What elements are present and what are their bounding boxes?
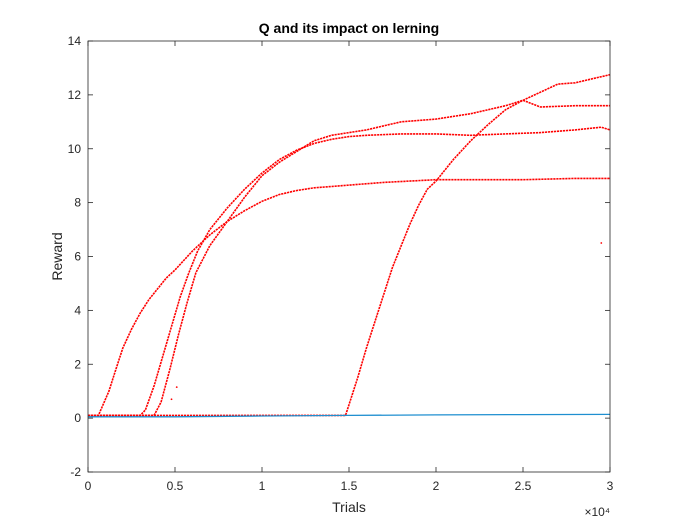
x-axis-label: Trials: [332, 499, 366, 515]
x-tick-label: 0: [85, 479, 92, 493]
x-tick-label: 0.5: [167, 479, 184, 493]
y-tick-label: 14: [68, 34, 82, 48]
x-tick-label: 2.5: [515, 479, 532, 493]
series-line-3: [88, 99, 610, 417]
series-line-4: [88, 73, 611, 417]
outlier-point-2: [170, 398, 173, 401]
x-axis-exponent: ×10⁴: [584, 505, 610, 519]
outlier-layer: [170, 242, 603, 401]
y-tick-label: 8: [74, 196, 81, 210]
y-tick-label: -2: [70, 465, 81, 479]
y-tick-label: 2: [74, 357, 81, 371]
y-tick-label: 12: [68, 88, 82, 102]
y-tick-label: 0: [74, 411, 81, 425]
series-line-1: [88, 177, 610, 417]
x-tick-label: 1.5: [341, 479, 358, 493]
outlier-point-3: [600, 242, 603, 244]
tick-layer: 0 0.5 1 1.5 2 2.5 3 -2 0 2 4 6 8 10 12 14: [68, 34, 614, 493]
y-tick-label: 10: [68, 142, 82, 156]
x-tick-label: 2: [433, 479, 440, 493]
series-layer: [88, 73, 611, 418]
y-tick-label: 6: [74, 250, 81, 264]
x-tick-label: 1: [259, 479, 266, 493]
plot-area: [88, 41, 610, 472]
outlier-point-1: [175, 386, 178, 389]
series-line-5: [88, 413, 611, 418]
chart-title: Q and its impact on lerning: [259, 20, 439, 36]
series-line-2: [88, 126, 611, 417]
x-tick-label: 3: [607, 479, 614, 493]
y-axis-label: Reward: [49, 232, 65, 280]
y-tick-label: 4: [74, 303, 81, 317]
